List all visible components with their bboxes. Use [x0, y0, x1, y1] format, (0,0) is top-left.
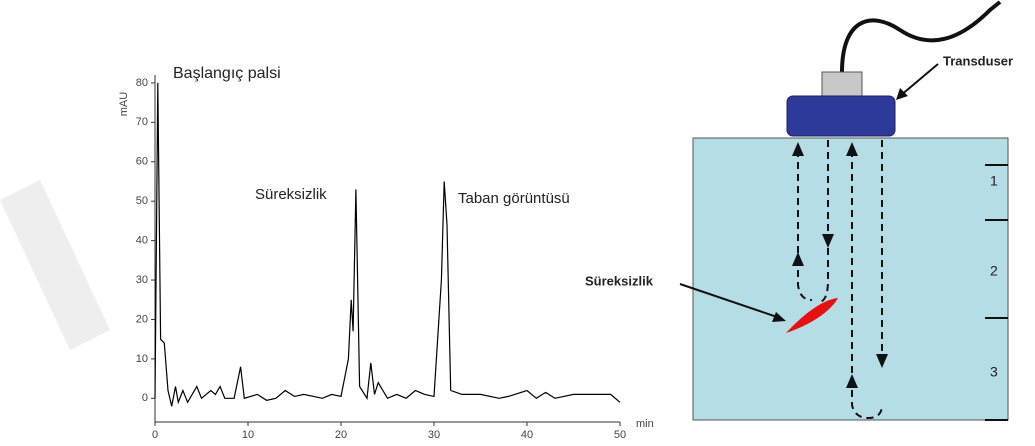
y-tick-label: 0: [142, 392, 148, 404]
watermark: [0, 180, 110, 350]
y-tick-label: 80: [136, 77, 148, 89]
zone-label: 2: [990, 263, 998, 279]
annotation: Başlangıç palsi: [173, 65, 281, 82]
x-tick-label: 10: [242, 429, 254, 441]
x-axis-label: min: [636, 418, 654, 430]
y-tick-label: 60: [136, 156, 148, 168]
annotation: Süreksizlik: [255, 186, 327, 203]
connector: [822, 72, 862, 98]
zone-label: 1: [990, 173, 998, 189]
x-tick-label: 20: [335, 429, 347, 441]
y-tick-label: 70: [136, 116, 148, 128]
x-tick-label: 0: [152, 429, 158, 441]
defect-label: Süreksizlik: [585, 273, 654, 288]
y-tick-label: 10: [136, 353, 148, 365]
annotation: Taban görüntüsü: [458, 190, 570, 207]
figure: Başlangıç palsi Süreksizlik Taban görünt…: [0, 0, 1035, 446]
pointer: [900, 64, 938, 96]
y-axis-label: mAU: [118, 92, 130, 117]
x-tick-label: 40: [521, 429, 533, 441]
x-tick-label: 30: [428, 429, 440, 441]
y-tick-label: 50: [136, 195, 148, 207]
x-tick-label: 50: [614, 429, 626, 441]
y-tick-label: 20: [136, 313, 148, 325]
diagram: 1 2 3 Süreksizlik Transduser: [585, 2, 1013, 420]
y-tick-label: 40: [136, 235, 148, 247]
transducer: [787, 96, 895, 136]
transducer-label: Transduser: [943, 53, 1013, 68]
zone-label: 3: [990, 364, 998, 380]
series-line: [155, 83, 620, 406]
y-tick-label: 30: [136, 274, 148, 286]
